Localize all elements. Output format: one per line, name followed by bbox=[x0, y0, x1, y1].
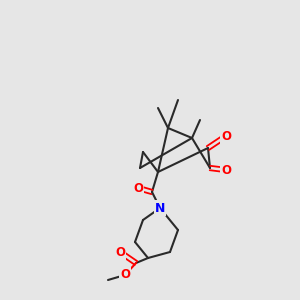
Text: O: O bbox=[133, 182, 143, 194]
Text: O: O bbox=[115, 245, 125, 259]
Text: N: N bbox=[155, 202, 165, 214]
Text: O: O bbox=[221, 164, 231, 176]
Text: O: O bbox=[221, 130, 231, 142]
Text: O: O bbox=[120, 268, 130, 281]
